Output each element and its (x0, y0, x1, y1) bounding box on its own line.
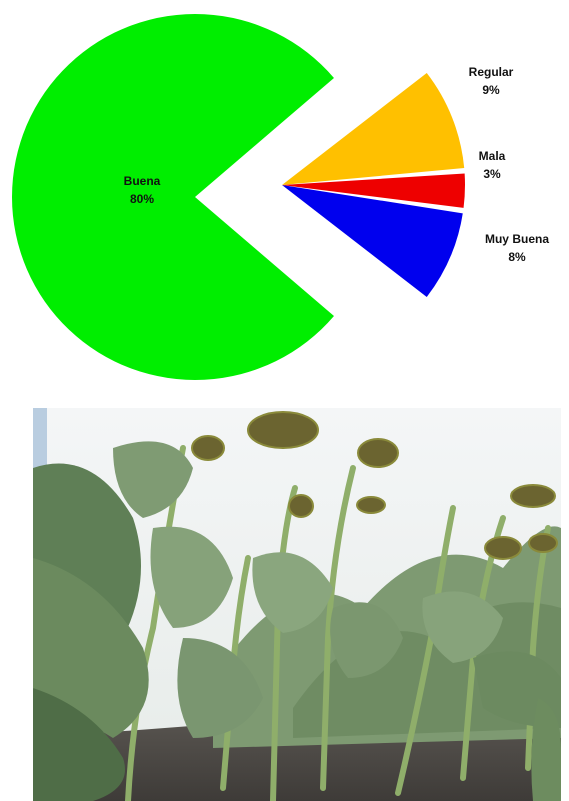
slice-label-muy-buena: Muy Buena (485, 232, 549, 246)
slice-label-buena: Buena (124, 174, 161, 188)
slice-label-mala: Mala (479, 149, 506, 163)
slice-percent-muy-buena: 8% (508, 250, 526, 264)
slice-percent-buena: 80% (130, 192, 154, 206)
pie-slice-buena (11, 13, 334, 381)
slice-percent-mala: 3% (483, 167, 501, 181)
pie-slice-regular (282, 73, 465, 185)
slice-percent-regular: 9% (482, 83, 500, 97)
pie-slice-muy-buena (282, 185, 463, 297)
pie-chart: Buena 80% Muy Buena 8% Mala 3% Regular 9% (11, 13, 549, 381)
sunflower-field-photo (33, 408, 561, 801)
pie-slice-mala (282, 173, 465, 208)
slice-label-regular: Regular (469, 65, 514, 79)
